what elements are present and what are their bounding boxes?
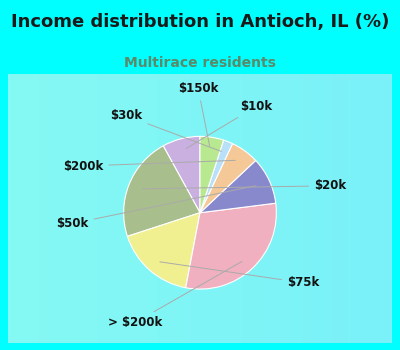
Wedge shape [200,136,224,213]
Text: > $200k: > $200k [108,261,242,329]
Text: $20k: $20k [142,179,346,192]
Wedge shape [200,144,256,213]
Text: $75k: $75k [160,262,320,289]
Text: Income distribution in Antioch, IL (%): Income distribution in Antioch, IL (%) [11,13,389,30]
Text: Multirace residents: Multirace residents [124,56,276,70]
Wedge shape [124,146,200,236]
Text: $30k: $30k [110,109,221,152]
Text: $200k: $200k [63,160,235,173]
Wedge shape [200,140,232,213]
Wedge shape [163,136,200,213]
Text: $50k: $50k [56,186,256,230]
Wedge shape [200,160,276,213]
Text: $150k: $150k [178,82,218,146]
Text: $10k: $10k [186,100,272,148]
Wedge shape [186,203,276,289]
Wedge shape [127,213,200,288]
